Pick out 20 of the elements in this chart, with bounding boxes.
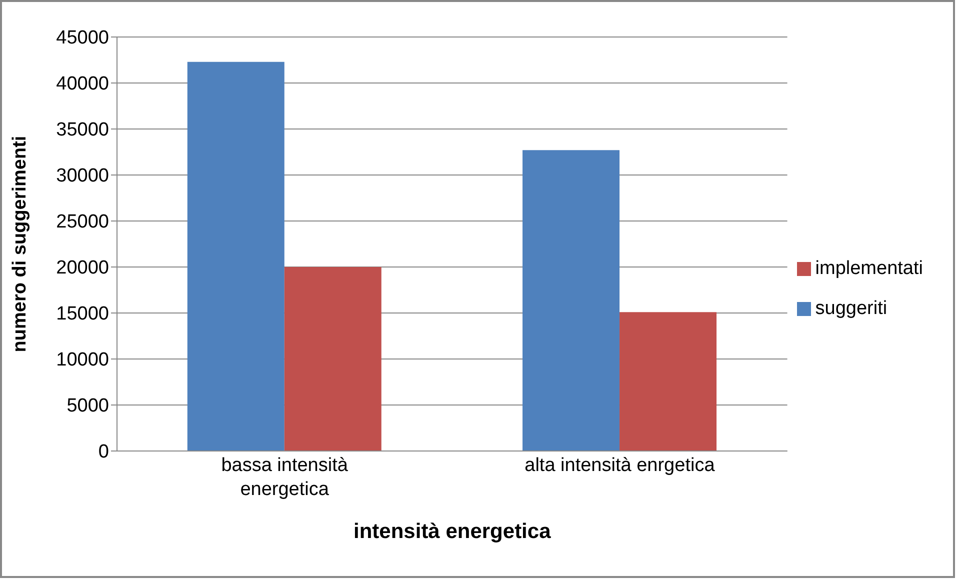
- x-tick-label: alta intensità enrgetica: [524, 455, 716, 476]
- y-tick-label: 25000: [56, 212, 109, 233]
- y-tick-label: 30000: [56, 166, 109, 187]
- bar: [187, 62, 284, 451]
- x-axis-title: intensità energetica: [354, 520, 552, 543]
- y-tick-label: 45000: [56, 28, 109, 49]
- bar: [522, 150, 620, 451]
- bar: [620, 312, 717, 451]
- legend-label: suggeriti: [815, 298, 888, 319]
- legend-label: implementati: [815, 258, 923, 279]
- y-tick-label: 15000: [56, 304, 109, 325]
- y-tick-label: 10000: [56, 350, 109, 371]
- y-tick-label: 0: [98, 442, 109, 463]
- y-tick-label: 40000: [56, 74, 109, 95]
- y-axis-title: numero di suggerimenti: [10, 136, 31, 352]
- y-tick-label: 20000: [56, 258, 109, 279]
- bar: [284, 267, 382, 451]
- x-tick-label: bassa intensità energetica: [221, 455, 348, 500]
- y-tick-label: 5000: [66, 396, 109, 417]
- y-tick-label: 35000: [56, 120, 109, 141]
